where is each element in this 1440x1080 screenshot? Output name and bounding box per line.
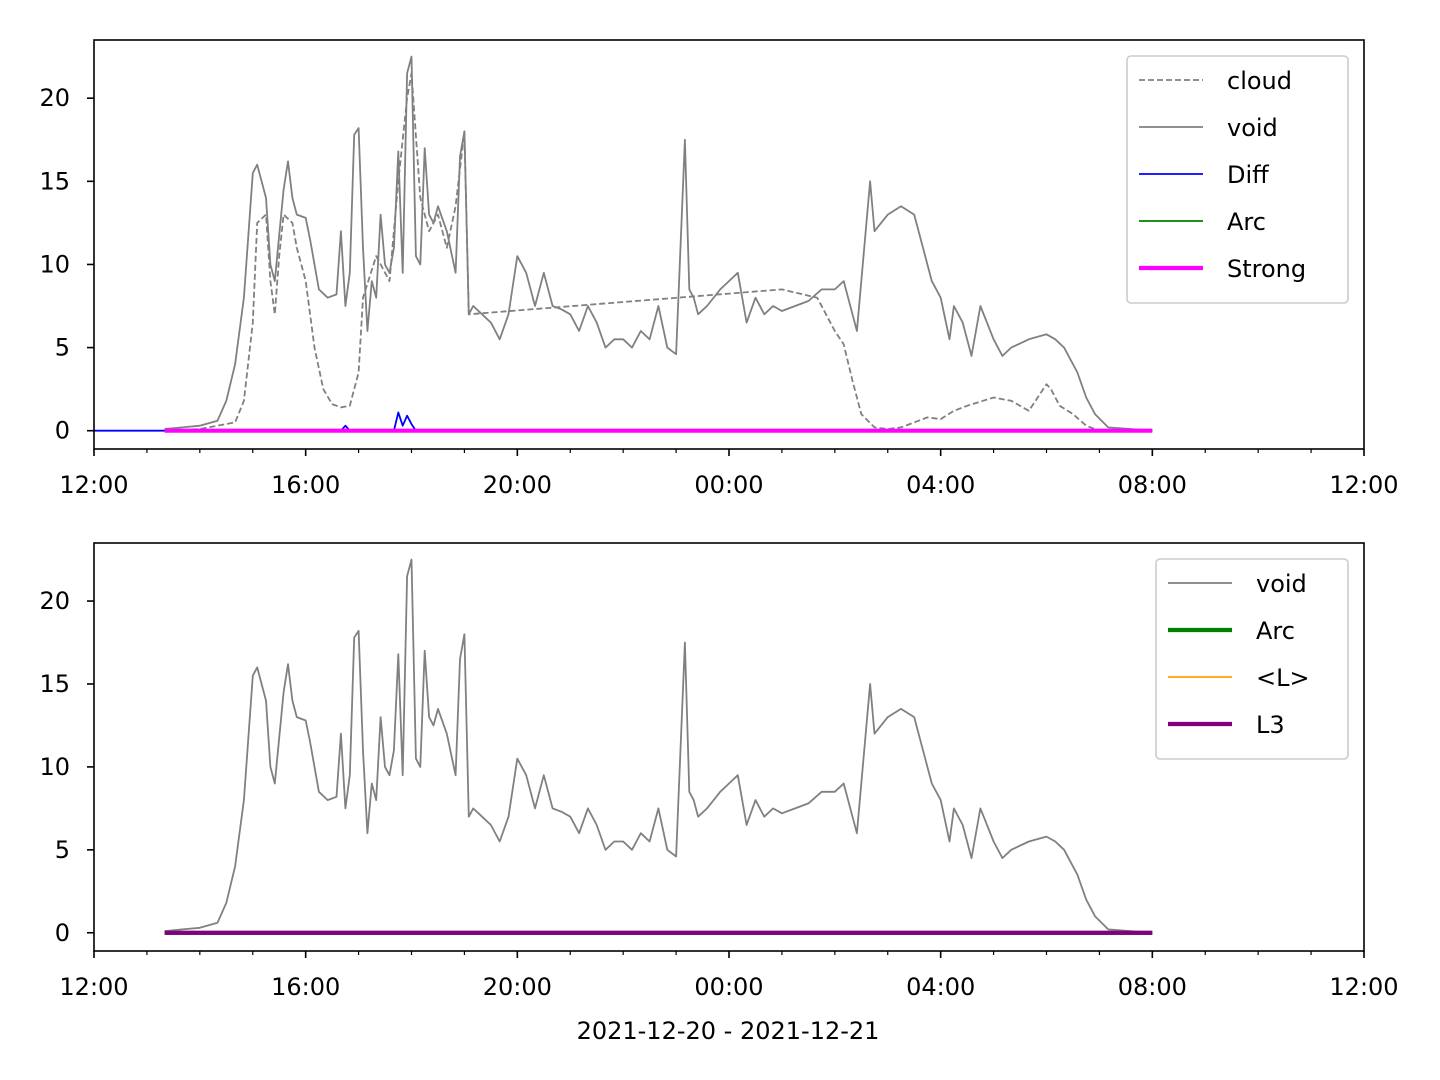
series-void-line xyxy=(164,558,1153,934)
x-tick-label: 20:00 xyxy=(483,973,552,1001)
legend-label: Arc xyxy=(1256,617,1295,645)
y-tick-label: 20 xyxy=(39,587,70,615)
y-tick-label: 5 xyxy=(55,334,70,362)
legend-box xyxy=(1155,558,1349,760)
x-tick-label: 12:00 xyxy=(1329,973,1398,1001)
y-tick-label: 15 xyxy=(39,670,70,698)
y-tick-label: 15 xyxy=(39,167,70,195)
x-tick-label: 00:00 xyxy=(694,471,763,499)
x-tick-label: 08:00 xyxy=(1118,973,1187,1001)
x-tick-label: 04:00 xyxy=(906,471,975,499)
y-tick-label: 10 xyxy=(39,250,70,278)
legend-box xyxy=(1126,55,1349,304)
legend-label: Arc xyxy=(1227,208,1266,236)
y-tick-label: 20 xyxy=(39,84,70,112)
plot-area xyxy=(94,55,1153,433)
legend-label: cloud xyxy=(1227,67,1292,95)
y-tick-label: 0 xyxy=(55,919,70,947)
bottom-chart-panel: 12:00 16:00 20:00 00:00 04:00 08:00 12:00 0 5 10 1… xyxy=(39,542,1399,1001)
x-tick-label: 08:00 xyxy=(1118,471,1187,499)
series-cloud-line xyxy=(164,72,1153,432)
x-tick-label: 00:00 xyxy=(694,973,763,1001)
legend-label: <L> xyxy=(1256,664,1310,692)
x-axis-label: 2021-12-20 - 2021-12-21 xyxy=(577,1017,880,1045)
y-tick-label: 0 xyxy=(55,417,70,445)
plot-area xyxy=(164,558,1153,935)
legend-label: Diff xyxy=(1227,161,1269,189)
x-tick-label: 12:00 xyxy=(1329,471,1398,499)
series-void-line xyxy=(164,55,1153,432)
x-tick-label: 04:00 xyxy=(906,973,975,1001)
legend-label: Strong xyxy=(1227,255,1306,283)
y-tick-label: 5 xyxy=(55,836,70,864)
legend-label: void xyxy=(1256,570,1307,598)
y-tick-label: 10 xyxy=(39,753,70,781)
series-Diff-line xyxy=(94,411,417,432)
legend-label: L3 xyxy=(1256,711,1285,739)
legend-label: void xyxy=(1227,114,1278,142)
x-tick-label: 16:00 xyxy=(271,471,340,499)
x-tick-label: 12:00 xyxy=(59,973,128,1001)
x-tick-label: 12:00 xyxy=(59,471,128,499)
top-chart-panel: 12:00 16:00 20:00 00:00 04:00 08:00 12:00 0 5 10 1… xyxy=(39,39,1399,499)
x-tick-label: 20:00 xyxy=(483,471,552,499)
x-tick-label: 16:00 xyxy=(271,973,340,1001)
